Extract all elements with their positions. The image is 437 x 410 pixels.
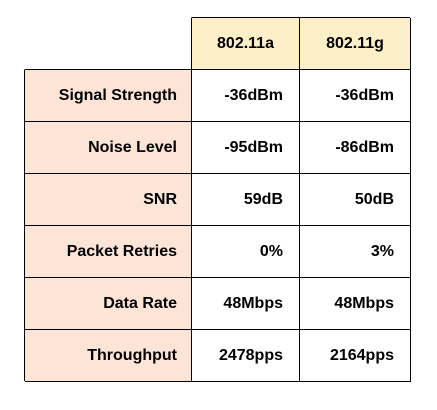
row-header-throughput: Throughput	[25, 330, 192, 382]
table-cell: -95dBm	[192, 122, 300, 174]
table-cell: -36dBm	[300, 70, 411, 122]
table-cell: -86dBm	[300, 122, 411, 174]
table-cell: 0%	[192, 226, 300, 278]
table-corner-cell	[24, 17, 192, 70]
row-header-packet-retries: Packet Retries	[25, 226, 192, 278]
column-header-802-11g: 802.11g	[300, 18, 411, 70]
row-header-snr: SNR	[25, 174, 192, 226]
table-cell: -36dBm	[192, 70, 300, 122]
table-cell: 2164pps	[300, 330, 411, 382]
table-cell: 3%	[300, 226, 411, 278]
comparison-table: 802.11a 802.11g Signal Strength -36dBm -…	[24, 17, 411, 382]
table-cell: 59dB	[192, 174, 300, 226]
row-header-signal-strength: Signal Strength	[25, 70, 192, 122]
table-cell: 48Mbps	[300, 278, 411, 330]
table-cell: 48Mbps	[192, 278, 300, 330]
row-header-noise-level: Noise Level	[25, 122, 192, 174]
table-cell: 2478pps	[192, 330, 300, 382]
column-header-802-11a: 802.11a	[192, 18, 300, 70]
table-cell: 50dB	[300, 174, 411, 226]
row-header-data-rate: Data Rate	[25, 278, 192, 330]
